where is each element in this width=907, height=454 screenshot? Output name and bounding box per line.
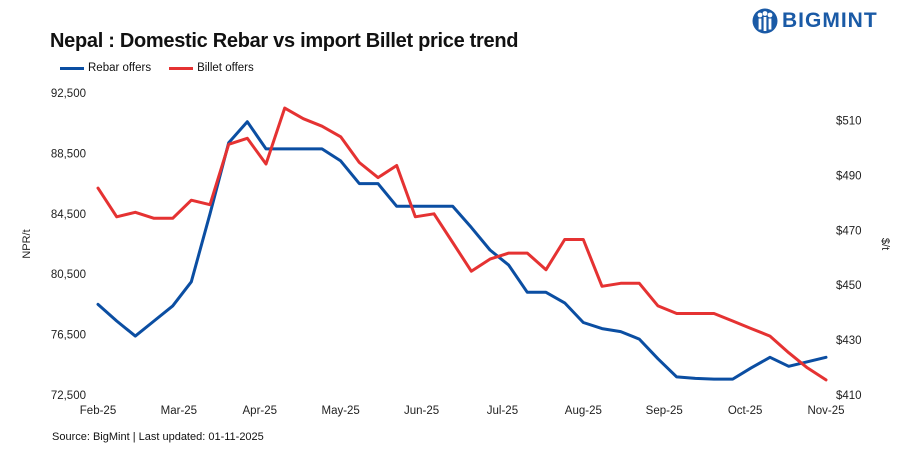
y-tick-label-left: 88,500 [51,148,86,160]
y-axis-title-right: $/t [879,238,891,250]
y-tick-label-right: $490 [836,170,862,182]
x-tick-label: Sep-25 [646,405,683,417]
y-axis-title-left: NPR/t [21,229,33,258]
x-tick-label: Feb-25 [80,405,116,417]
y-tick-label-left: 92,500 [51,88,86,100]
x-tick-label: Jul-25 [487,405,518,417]
y-tick-label-left: 80,500 [51,269,86,281]
legend-item-billet: Billet offers [169,62,254,74]
series-line-billet [96,106,828,382]
legend-swatch-rebar [60,66,84,70]
legend-swatch-billet [169,66,194,70]
y-tick-label-right: $470 [836,225,862,237]
y-tick-label-right: $430 [836,335,862,347]
chart-title: Nepal : Domestic Rebar vs import Billet … [50,30,519,52]
bigmint-logo-icon [752,8,778,34]
x-tick-label: Mar-25 [161,405,197,417]
brand-logo: BIGMINT [752,6,878,36]
x-tick-label: Nov-25 [807,405,844,417]
y-tick-label-right: $410 [836,390,862,402]
series-line-rebar [96,120,828,381]
brand-name: BIGMINT [782,9,878,32]
x-tick-label: Apr-25 [243,405,278,417]
chart-legend: Rebar offers Billet offers [60,62,254,74]
x-tick-label: Oct-25 [728,405,763,417]
legend-label-rebar: Rebar offers [88,62,152,74]
y-tick-label-left: 72,500 [51,390,86,402]
x-tick-label: Aug-25 [565,405,602,417]
source-note: Source: BigMint | Last updated: 01-11-20… [52,431,264,443]
y-tick-label-left: 76,500 [51,330,86,342]
x-tick-label: May-25 [321,405,359,417]
y-tick-label-right: $510 [836,115,862,127]
legend-label-billet: Billet offers [197,62,254,74]
x-tick-label: Jun-25 [404,405,439,417]
y-tick-label-right: $450 [836,280,862,292]
y-tick-label-left: 84,500 [51,209,86,221]
legend-item-rebar: Rebar offers [60,62,151,74]
